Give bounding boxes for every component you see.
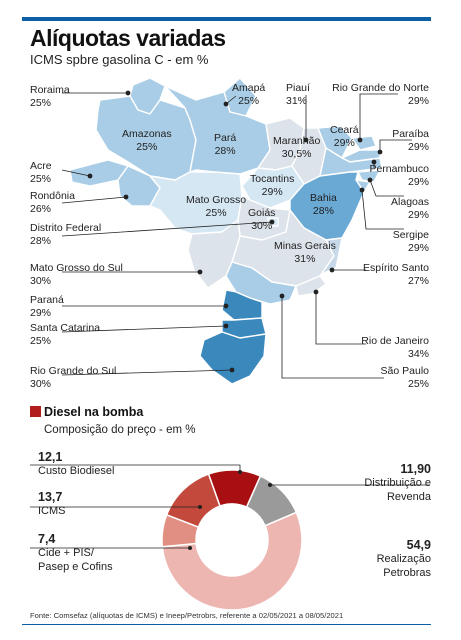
leader-dot-cide (188, 546, 192, 550)
donut-slice-realiza-o-petrobras (161, 511, 303, 610)
leader-dot-distribuicao (268, 483, 272, 487)
page-title: Alíquotas variadas (30, 25, 226, 51)
brazil-map (61, 77, 412, 385)
label-minas-gerais: Minas Gerais 31% (274, 240, 336, 265)
state-rgs (199, 331, 267, 385)
state-rio-de-janeiro (295, 275, 327, 297)
leader-biodiesel (30, 464, 241, 472)
label-rondonia: Rondônia 26% (30, 190, 75, 215)
label-paraiba: Paraíba 29% (392, 128, 429, 153)
top-accent-bar (22, 17, 431, 21)
label-amazonas: Amazonas 25% (122, 128, 172, 153)
label-ceara: Ceará 29% (330, 124, 359, 149)
label-distrito-federal: Distrito Federal 28% (30, 222, 102, 247)
state-sao-paulo (225, 261, 297, 305)
label-para: Pará 28% (214, 132, 237, 157)
label-tocantins: Tocantins 29% (250, 173, 295, 198)
label-goias: Goiás 30% (248, 207, 276, 232)
donut-slice-icms (165, 473, 221, 529)
leader-dot-biodiesel (238, 470, 242, 474)
page-subtitle: ICMS spbre gasolina C - em % (30, 52, 209, 67)
legend-biodiesel: 12,1 Custo Biodiesel (38, 450, 115, 477)
diesel-heading: Diesel na bomba (44, 405, 144, 419)
label-rio-de-janeiro: Rio de Janeiro 34% (361, 335, 429, 360)
label-sao-paulo: São Paulo 25% (380, 365, 429, 390)
label-ms: Mato Grosso do Sul 30% (30, 262, 123, 287)
source-note: Fonte: Comsefaz (alíquotas de ICMS) e In… (30, 611, 344, 620)
label-rgs: Rio Grande do Sul 30% (30, 365, 117, 390)
diesel-subheading: Composição do preço - em % (44, 424, 196, 436)
legend-cide: 7,4 Cide + PIS/Pasep e Cofins (38, 532, 113, 573)
diesel-marker (30, 406, 41, 417)
label-acre: Acre 25% (30, 160, 52, 185)
state-espirito-santo (319, 237, 343, 277)
state-parana (221, 289, 263, 321)
label-sergipe: Sergipe 29% (392, 229, 429, 254)
label-santa-catarina: Santa Catarina 25% (30, 322, 101, 347)
label-parana: Paraná 29% (30, 294, 64, 319)
label-rgn: Rio Grande do Norte 29% (332, 82, 429, 107)
legend-icms: 13,7 ICMS (38, 490, 66, 517)
label-amapa: Amapá 25% (232, 82, 266, 107)
label-mato-grosso: Mato Grosso 25% (186, 194, 247, 219)
label-alagoas: Alagoas 29% (391, 196, 429, 221)
label-piaui: Piauí 31% (286, 82, 310, 107)
diesel-donut-chart (30, 464, 430, 610)
label-roraima: Roraima 25% (30, 84, 70, 109)
label-pernambuco: Pernambuco 29% (369, 163, 429, 188)
legend-realizacao: 54,9 Realização Petrobras (376, 538, 431, 579)
label-espirito-santo: Espírito Santo 27% (363, 262, 429, 287)
state-ceara (317, 125, 353, 159)
label-bahia: Bahia 28% (310, 192, 337, 217)
label-maranhao: Maranhão 30,5% (273, 135, 321, 160)
state-alagoas (357, 169, 381, 183)
bottom-rule (22, 624, 431, 625)
legend-distribuicao: 11,90 Distribuição e Revenda (364, 462, 431, 503)
leader-dot-icms (198, 505, 202, 509)
